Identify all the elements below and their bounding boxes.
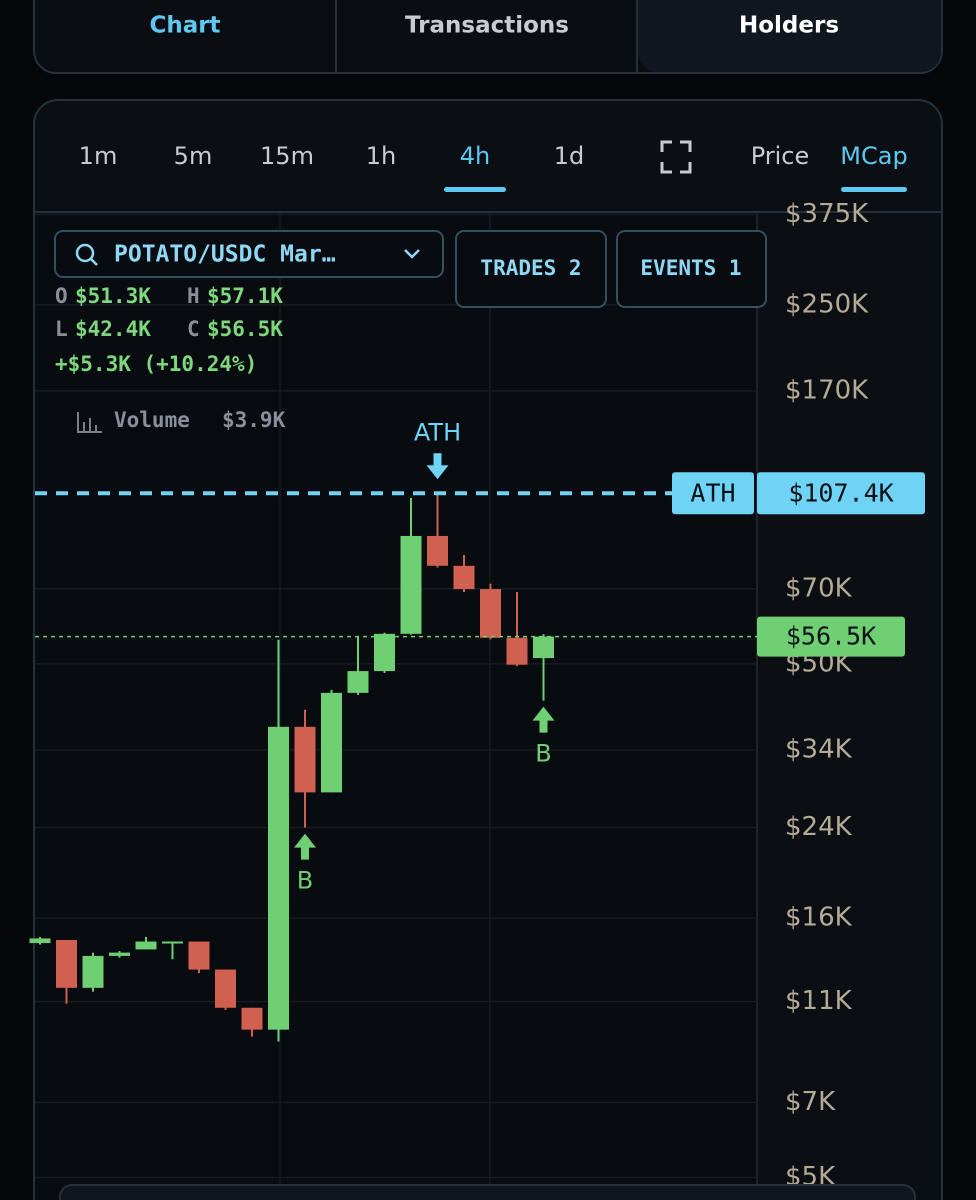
y-tick-label: $375K [785, 199, 869, 229]
ohlc-key: O [55, 284, 68, 308]
timeframe[interactable]: 1m [79, 142, 118, 170]
candle-body [294, 726, 316, 793]
y-tick-label: $34K [785, 734, 853, 764]
y-tick-label: $70K [785, 573, 853, 603]
candle-body [215, 969, 236, 1008]
candle-body [268, 726, 289, 1030]
fullscreen-icon[interactable] [660, 140, 692, 174]
candle-body [533, 636, 554, 659]
candle-body [241, 1007, 263, 1030]
change: +$5.3K (+10.24%) [55, 352, 257, 376]
y-tick-label: $24K [785, 812, 853, 842]
candle-body [109, 952, 130, 956]
chevron [404, 249, 420, 259]
candle-body [135, 941, 157, 950]
candle-body [480, 589, 501, 638]
ohlc-key: H [187, 284, 200, 308]
candle-body [347, 671, 369, 693]
candle-body [188, 941, 210, 970]
ath-tag [672, 472, 754, 515]
ohlc-key: L [55, 317, 68, 341]
y-tick-label: $170K [785, 375, 869, 405]
ath-price-tag [757, 472, 925, 515]
ohlc-value: $57.1K [207, 284, 283, 308]
annotation: ATH [414, 418, 461, 446]
plot-area [35, 213, 757, 1200]
events-button[interactable] [616, 230, 767, 308]
buy-arrow [532, 706, 555, 733]
bottom-bar [59, 1184, 916, 1200]
annotation: B [297, 867, 313, 895]
ohlc-key: C [187, 317, 200, 341]
tab[interactable]: Holders [739, 13, 839, 39]
search-icon [75, 243, 95, 263]
ath-price-label: $107.4K [788, 478, 893, 507]
pair-selector[interactable] [54, 230, 444, 278]
candle-body [427, 535, 448, 566]
y-tick-label: $16K [785, 903, 853, 933]
buy-arrow [294, 833, 316, 860]
candle-body [506, 637, 528, 665]
timeframe[interactable]: 5m [174, 142, 213, 170]
button-label: EVENTS 1 [640, 256, 741, 280]
ohlc-value: $42.4K [75, 317, 151, 341]
volume-icon [77, 412, 102, 433]
volume-value: $3.9K [222, 408, 286, 432]
y-tick-label: $250K [785, 289, 869, 319]
timeframe[interactable]: 1d [554, 142, 585, 170]
button-label: TRADES 2 [480, 256, 581, 280]
volume-label: Volume [114, 408, 190, 432]
search-icon [90, 258, 98, 266]
pair-label: POTATO/USDC Mar… [114, 242, 336, 268]
trades-button[interactable] [455, 230, 607, 308]
candle-body [374, 633, 395, 672]
y-tick-label: $7K [785, 1087, 836, 1117]
active-underline [444, 187, 506, 192]
tab[interactable]: Transactions [405, 13, 569, 39]
y-tick-label: $11K [785, 986, 853, 1016]
last-price-label: $56.5K [786, 622, 876, 651]
candle-body [162, 941, 183, 944]
timeframe[interactable]: 1h [366, 142, 396, 170]
tab[interactable]: Chart [149, 13, 220, 39]
mode[interactable]: MCap [840, 142, 907, 170]
active-underline [841, 187, 907, 192]
ath-arrow [426, 453, 449, 480]
annotation: B [535, 740, 551, 768]
mode[interactable]: Price [751, 142, 810, 170]
candle-body [82, 955, 104, 988]
ohlc-value: $51.3K [75, 284, 151, 308]
timeframe[interactable]: 15m [260, 142, 314, 170]
candle-body [56, 939, 77, 988]
timeframe[interactable]: 4h [460, 142, 490, 170]
candle-body [453, 565, 475, 590]
tab-active-bg [638, 0, 941, 72]
candle-body [29, 938, 51, 944]
candle-body [321, 692, 342, 793]
ath-tag-label: ATH [690, 478, 735, 507]
ohlc-value: $56.5K [207, 317, 283, 341]
last-price-tag [757, 616, 905, 657]
candle-body [400, 535, 422, 634]
